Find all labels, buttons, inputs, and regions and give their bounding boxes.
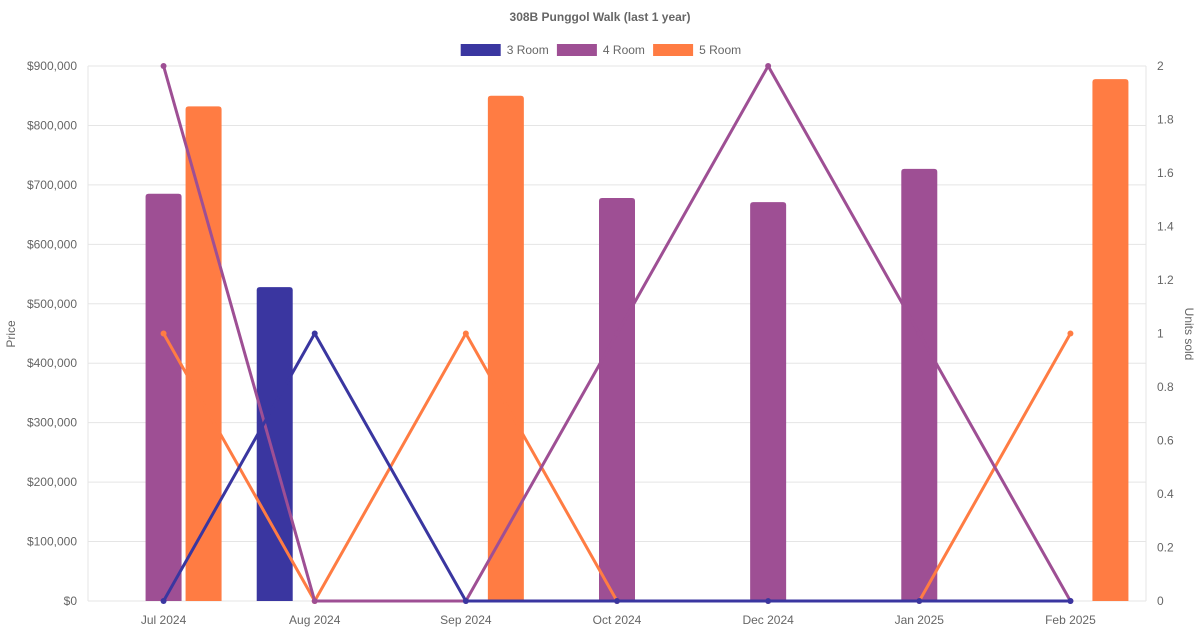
y-tick-label: $300,000: [27, 416, 77, 430]
legend: 3 Room 4 Room 5 Room: [460, 43, 741, 57]
bar-3-room: [256, 287, 293, 601]
point-3-room: [160, 598, 167, 604]
y2-tick-label: 1.2: [1157, 273, 1174, 287]
lines: [160, 63, 1074, 604]
x-tick-label: Dec 2024: [742, 613, 794, 627]
y2-tick-label: 1.4: [1157, 220, 1174, 234]
point-4-room: [160, 63, 167, 69]
y2-tick-label: 2: [1157, 59, 1164, 73]
x-tick-label: Aug 2024: [289, 613, 341, 627]
point-3-room: [614, 598, 620, 604]
point-4-room: [311, 598, 318, 604]
x-tick-label: Sep 2024: [440, 613, 492, 627]
y2-tick-label: 1: [1157, 327, 1164, 341]
y2-axis-label: Units sold: [1182, 308, 1196, 361]
point-5-room: [1067, 330, 1074, 337]
point-3-room: [462, 598, 469, 604]
legend-swatch-3-room: [460, 44, 501, 56]
y-tick-label: $400,000: [27, 356, 77, 370]
legend-label-3-room: 3 Room: [507, 43, 549, 57]
y-axis-label: Price: [4, 320, 18, 348]
bar-4-room: [901, 168, 938, 602]
y-tick-label: $600,000: [27, 237, 77, 251]
x-tick-label: Oct 2024: [593, 613, 642, 627]
y-tick-label: $100,000: [27, 535, 77, 549]
y2-tick-label: 1.6: [1157, 166, 1174, 180]
point-4-room: [614, 330, 620, 337]
x-tick-label: Jul 2024: [141, 613, 187, 627]
y-tick-label: $900,000: [27, 59, 77, 73]
y-tick-label: $0: [64, 594, 78, 608]
y-tick-label: $500,000: [27, 297, 77, 311]
y-tick-label: $700,000: [27, 178, 77, 192]
y2-tick-label: 1.8: [1157, 113, 1174, 127]
legend-label-4-room: 4 Room: [603, 43, 645, 57]
x-axis-ticks: Jul 2024 Aug 2024 Sep 2024 Oct 2024 Dec 2024…: [141, 613, 1096, 627]
point-3-room: [916, 598, 923, 604]
y2-axis-ticks: 0 0.2 0.4 0.6 0.8 1 1.2 1.4 1.6 1.8 2: [1157, 59, 1174, 608]
y-axis-ticks: $0 $100,000 $200,000 $300,000 $400,000 $500,0…: [27, 59, 77, 608]
point-3-room: [1067, 598, 1074, 604]
bar-4-room: [145, 193, 182, 602]
point-3-room: [765, 598, 772, 604]
y2-tick-label: 0.2: [1157, 541, 1174, 555]
legend-label-5-room: 5 Room: [699, 43, 741, 57]
bars: [145, 79, 1129, 602]
chart-title: 308B Punggol Walk (last 1 year): [510, 10, 691, 24]
point-5-room: [462, 330, 469, 337]
point-3-room: [311, 330, 318, 337]
y2-tick-label: 0.6: [1157, 434, 1174, 448]
bar-5-room: [487, 95, 524, 601]
y2-tick-label: 0.8: [1157, 380, 1174, 394]
bar-4-room: [599, 197, 635, 601]
bar-4-room: [750, 202, 787, 601]
y-tick-label: $200,000: [27, 475, 77, 489]
y2-tick-label: 0: [1157, 594, 1164, 608]
point-4-room: [916, 330, 923, 337]
x-tick-label: Jan 2025: [895, 613, 945, 627]
bar-5-room: [185, 106, 222, 601]
x-tick-label: Feb 2025: [1045, 613, 1096, 627]
point-5-room: [160, 330, 167, 337]
legend-swatch-4-room: [556, 44, 597, 56]
bar-5-room: [1092, 79, 1129, 602]
point-4-room: [765, 63, 772, 69]
y2-tick-label: 0.4: [1157, 487, 1174, 501]
y-tick-label: $800,000: [27, 118, 77, 132]
legend-swatch-5-room: [653, 44, 694, 56]
